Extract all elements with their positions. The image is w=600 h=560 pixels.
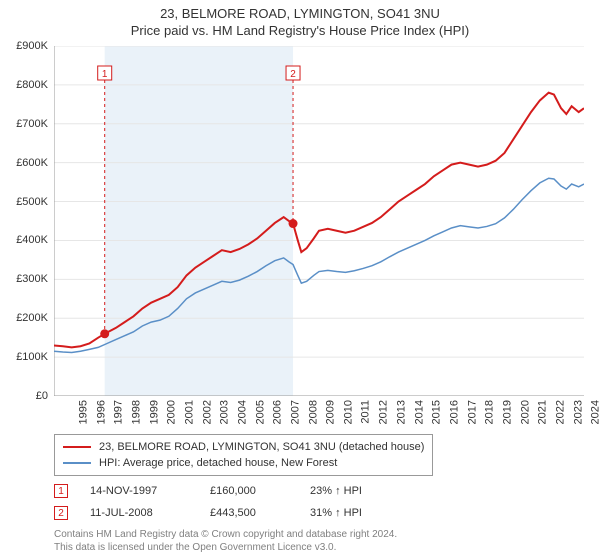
x-tick-label: 2020	[519, 400, 531, 424]
footer-attribution: Contains HM Land Registry data © Crown c…	[54, 528, 397, 554]
chart-container: 23, BELMORE ROAD, LYMINGTON, SO41 3NU Pr…	[0, 0, 600, 560]
title-line1: 23, BELMORE ROAD, LYMINGTON, SO41 3NU	[0, 6, 600, 21]
y-tick-label: £800K	[0, 79, 48, 91]
x-tick-label: 1995	[77, 400, 89, 424]
x-tick-label: 2024	[590, 400, 600, 424]
x-tick-label: 2022	[554, 400, 566, 424]
y-tick-label: £500K	[0, 196, 48, 208]
x-tick-label: 2011	[359, 400, 371, 424]
legend-label: HPI: Average price, detached house, New …	[99, 457, 337, 469]
x-tick-label: 1997	[113, 400, 125, 424]
plot-svg: 12	[54, 46, 584, 396]
svg-text:1: 1	[102, 69, 108, 80]
sale-row: 2 11-JUL-2008£443,50031% ↑ HPI	[54, 502, 430, 524]
sale-price: £160,000	[210, 485, 310, 497]
x-tick-label: 2000	[166, 400, 178, 424]
x-tick-label: 1996	[95, 400, 107, 424]
title-block: 23, BELMORE ROAD, LYMINGTON, SO41 3NU Pr…	[0, 0, 600, 38]
footer-line2: This data is licensed under the Open Gov…	[54, 541, 397, 554]
sale-marker-icon: 2	[54, 506, 68, 520]
y-tick-label: £300K	[0, 273, 48, 285]
x-tick-label: 2008	[307, 400, 319, 424]
title-line2: Price paid vs. HM Land Registry's House …	[0, 21, 600, 38]
sale-pct: 23% ↑ HPI	[310, 485, 430, 497]
x-tick-label: 2003	[219, 400, 231, 424]
x-tick-label: 2001	[183, 400, 195, 424]
y-tick-label: £600K	[0, 157, 48, 169]
y-tick-label: £0	[0, 390, 48, 402]
x-tick-label: 2004	[236, 400, 248, 424]
footer-line1: Contains HM Land Registry data © Crown c…	[54, 528, 397, 541]
sale-marker-icon: 1	[54, 484, 68, 498]
svg-text:2: 2	[290, 69, 296, 80]
y-tick-label: £700K	[0, 118, 48, 130]
legend-item: HPI: Average price, detached house, New …	[63, 455, 424, 471]
sale-pct: 31% ↑ HPI	[310, 507, 430, 519]
x-tick-label: 2007	[289, 400, 301, 424]
x-tick-label: 2009	[325, 400, 337, 424]
legend-label: 23, BELMORE ROAD, LYMINGTON, SO41 3NU (d…	[99, 441, 424, 453]
x-tick-label: 2005	[254, 400, 266, 424]
x-tick-label: 2010	[342, 400, 354, 424]
x-tick-label: 1998	[130, 400, 142, 424]
x-tick-label: 2002	[201, 400, 213, 424]
y-tick-label: £200K	[0, 312, 48, 324]
x-tick-label: 2017	[466, 400, 478, 424]
x-tick-label: 2019	[501, 400, 513, 424]
legend-swatch	[63, 446, 91, 448]
y-tick-label: £900K	[0, 40, 48, 52]
x-tick-label: 2012	[378, 400, 390, 424]
sale-date: 14-NOV-1997	[90, 485, 210, 497]
x-tick-label: 1999	[148, 400, 160, 424]
y-tick-label: £400K	[0, 234, 48, 246]
sale-date: 11-JUL-2008	[90, 507, 210, 519]
x-tick-label: 2021	[537, 400, 549, 424]
legend: 23, BELMORE ROAD, LYMINGTON, SO41 3NU (d…	[54, 434, 433, 476]
legend-item: 23, BELMORE ROAD, LYMINGTON, SO41 3NU (d…	[63, 439, 424, 455]
x-tick-label: 2006	[272, 400, 284, 424]
legend-swatch	[63, 462, 91, 464]
x-tick-label: 2013	[395, 400, 407, 424]
x-tick-label: 2015	[431, 400, 443, 424]
x-tick-label: 2023	[572, 400, 584, 424]
sale-row: 1 14-NOV-1997£160,00023% ↑ HPI	[54, 480, 430, 502]
chart-area: 12 £0£100K£200K£300K£400K£500K£600K£700K…	[54, 46, 584, 396]
x-tick-label: 2014	[413, 400, 425, 424]
sales-list: 1 14-NOV-1997£160,00023% ↑ HPI 2 11-JUL-200…	[54, 480, 430, 524]
sale-price: £443,500	[210, 507, 310, 519]
x-tick-label: 2016	[448, 400, 460, 424]
x-tick-label: 2018	[484, 400, 496, 424]
y-tick-label: £100K	[0, 351, 48, 363]
